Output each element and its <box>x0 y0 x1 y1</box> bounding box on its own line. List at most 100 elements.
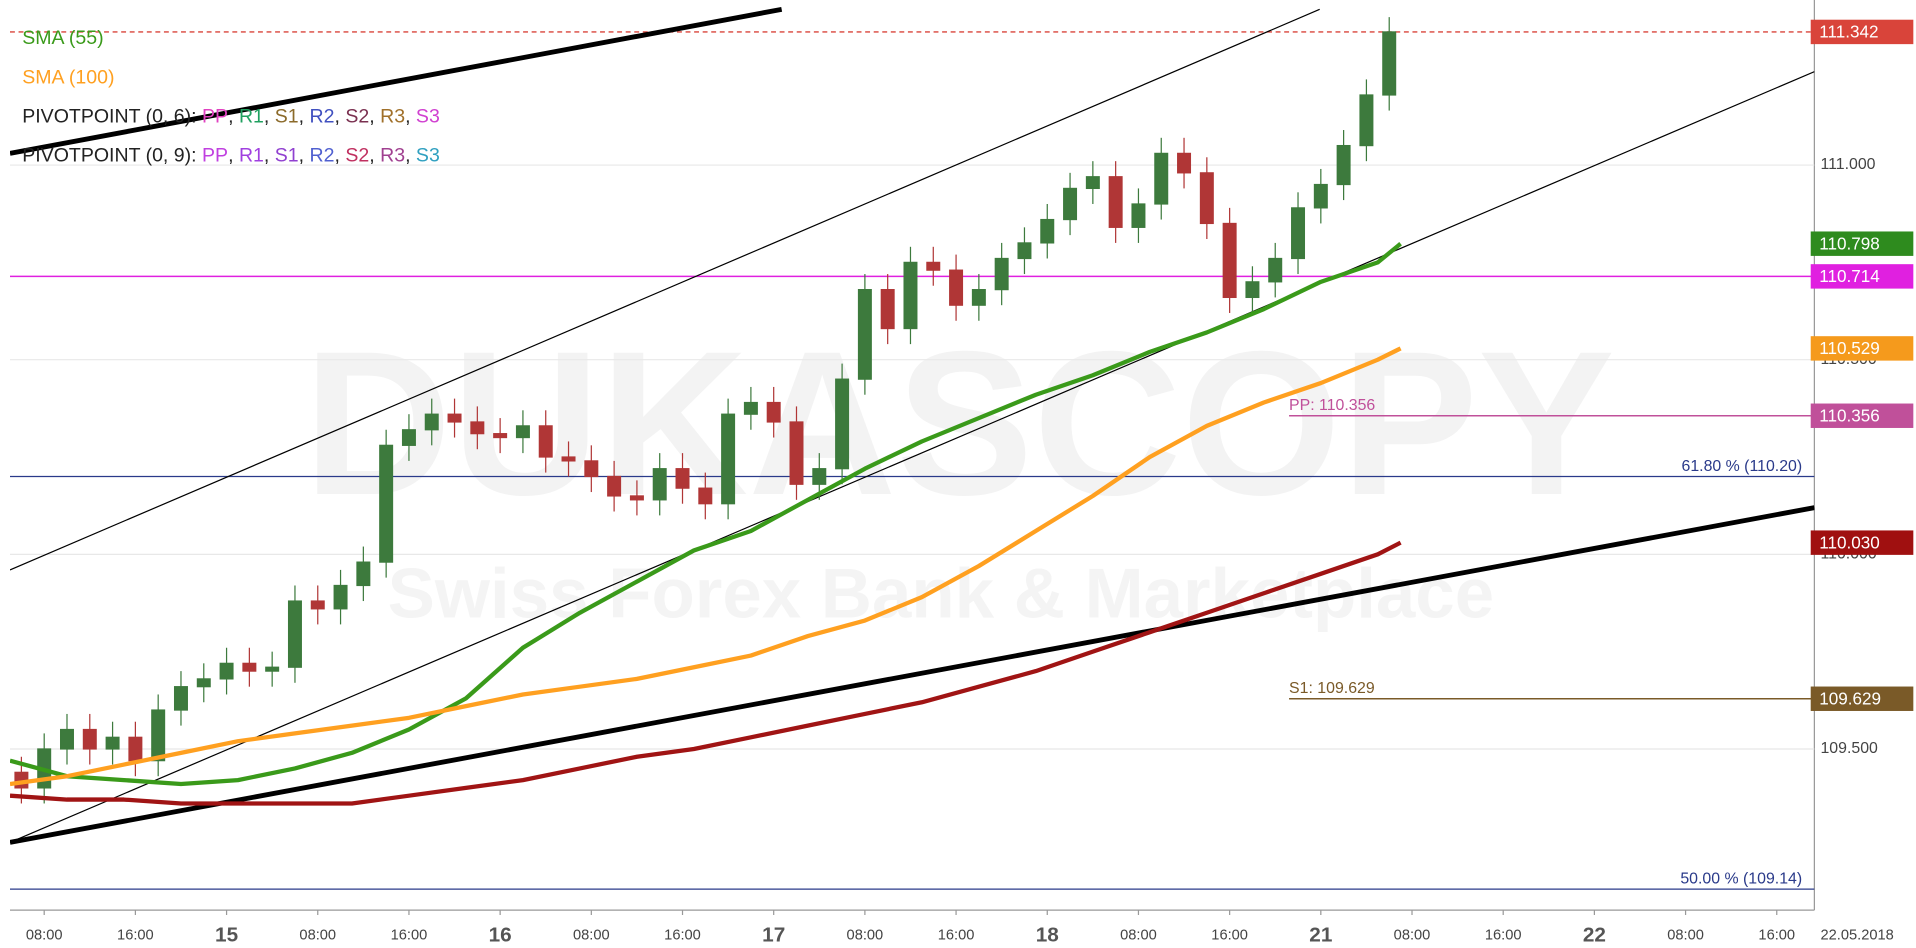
legend-row-name: PIVOTPOINT (0, 9): <box>22 145 196 167</box>
sma-line <box>10 242 1402 787</box>
candle-body <box>903 261 918 330</box>
candle-body <box>379 444 394 563</box>
legend-part: S1 <box>275 145 299 167</box>
candle-body <box>1382 31 1397 96</box>
candle-body <box>812 468 827 485</box>
legend-row: PIVOTPOINT (0, 9): PP, R1, S1, R2, S2, R… <box>22 145 440 167</box>
trendline <box>10 71 1815 843</box>
watermark-title: DUKASCOPY <box>304 309 1615 538</box>
legend-part: R2 <box>310 145 335 167</box>
legend-part: S3 <box>416 105 440 127</box>
candle-body <box>1063 187 1078 221</box>
candle-body <box>173 686 188 711</box>
candle-body <box>789 421 804 485</box>
candle-body <box>766 401 781 423</box>
legend-separator: , <box>228 145 239 167</box>
pivot-label: S1: 109.629 <box>1289 680 1375 697</box>
legend-entry: SMA (55) <box>22 27 103 49</box>
candle-body <box>1268 257 1283 283</box>
price-badge-label: 110.356 <box>1819 406 1880 425</box>
candle-body <box>333 584 348 610</box>
legend-part: R3 <box>380 105 405 127</box>
x-tick-label: 16 <box>489 923 512 946</box>
candle-body <box>675 468 690 489</box>
candle-body <box>607 475 622 497</box>
date-label: 22.05.2018 <box>1820 928 1893 944</box>
legend-separator: , <box>264 145 275 167</box>
candle-body <box>1177 152 1192 174</box>
price-badge <box>1810 686 1914 711</box>
x-tick-label: 16:00 <box>391 928 428 944</box>
candle-body <box>59 728 74 750</box>
legend-separator: , <box>299 145 310 167</box>
candle-body <box>538 425 553 458</box>
x-tick-label: 22 <box>1583 923 1606 946</box>
candle-body <box>994 257 1009 291</box>
x-tick-label: 08:00 <box>1394 928 1431 944</box>
legend-part: S2 <box>345 105 369 127</box>
candle-body <box>310 600 325 610</box>
legend-separator: , <box>405 145 416 167</box>
legend-row-name: PIVOTPOINT (0, 6): <box>22 105 196 127</box>
candle-body <box>652 468 667 501</box>
candle-body <box>561 456 576 462</box>
candle-body <box>424 413 439 431</box>
candle-body <box>698 487 713 505</box>
candle-body <box>1313 183 1328 209</box>
legend-separator: , <box>228 105 239 127</box>
x-tick-label: 17 <box>762 923 785 946</box>
candle-body <box>1108 176 1123 228</box>
legend-separator: , <box>334 145 345 167</box>
candle-body <box>470 421 485 435</box>
legend-separator: , <box>369 145 380 167</box>
candle-body <box>493 433 508 439</box>
x-tick-label: 08:00 <box>299 928 336 944</box>
price-badge <box>1810 231 1914 256</box>
y-tick-label: 111.000 <box>1820 156 1875 173</box>
legend-part: R3 <box>380 145 405 167</box>
x-tick-label: 08:00 <box>573 928 610 944</box>
x-tick-label: 16:00 <box>1211 928 1248 944</box>
x-tick-label: 08:00 <box>1667 928 1704 944</box>
x-tick-label: 16:00 <box>664 928 701 944</box>
trendline <box>10 505 1815 845</box>
legend-part: R2 <box>310 105 335 127</box>
price-badge-label: 110.714 <box>1819 267 1880 286</box>
legend-part: PP <box>202 145 228 167</box>
candle-body <box>1245 281 1260 299</box>
candle-body <box>128 736 143 762</box>
candle-body <box>835 378 850 470</box>
candle-body <box>401 429 416 446</box>
candle-body <box>242 662 257 672</box>
legend-part: PP <box>202 105 228 127</box>
candle-body <box>949 269 964 306</box>
candle-body <box>1017 242 1032 260</box>
candle-body <box>1291 207 1306 260</box>
candle-body <box>857 289 872 380</box>
legend-separator: , <box>334 105 345 127</box>
candle-body <box>151 709 166 762</box>
legend-separator: , <box>299 105 310 127</box>
candle-body <box>196 678 211 688</box>
price-badge <box>1810 264 1914 289</box>
price-badge-label: 110.798 <box>1819 234 1880 253</box>
trendline <box>10 8 1320 571</box>
x-tick-label: 21 <box>1309 923 1332 946</box>
price-badge-label: 110.030 <box>1819 533 1880 552</box>
candle-body <box>1154 152 1169 205</box>
price-badge <box>1810 336 1914 361</box>
legend-part: S3 <box>416 145 440 167</box>
candle-body <box>721 413 736 505</box>
fib-label: 50.00 % (109.14) <box>1680 871 1802 888</box>
legend-row: PIVOTPOINT (0, 6): PP, R1, S1, R2, S2, R… <box>22 105 440 127</box>
x-tick-label: 08:00 <box>847 928 884 944</box>
x-tick-label: 16:00 <box>1758 928 1795 944</box>
sma-line <box>10 346 1402 787</box>
candle-body <box>971 289 986 306</box>
candle-body <box>356 561 371 587</box>
candle-body <box>1222 222 1237 299</box>
sma-line <box>10 540 1402 806</box>
pivot-label: PP: 110.356 <box>1289 397 1375 414</box>
